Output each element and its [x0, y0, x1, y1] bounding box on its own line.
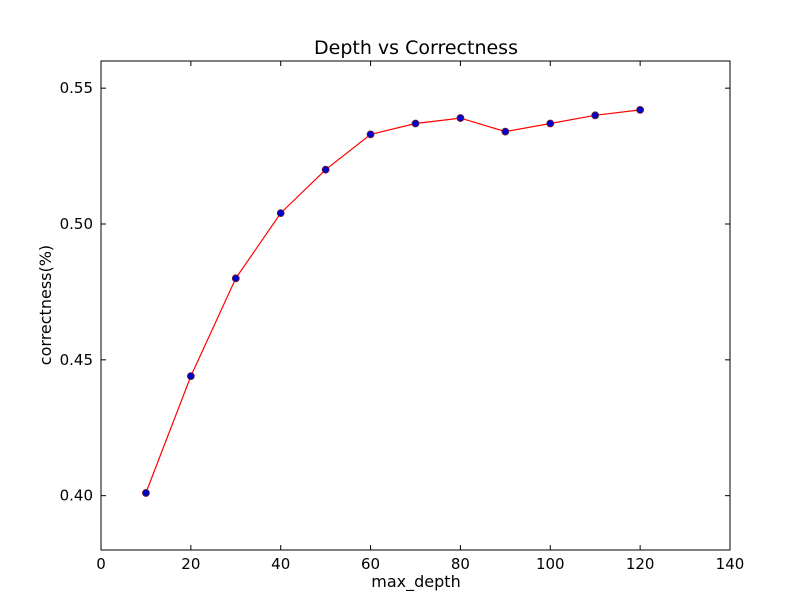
x-tick-label: 100 [536, 555, 565, 573]
chart-title: Depth vs Correctness [314, 37, 518, 59]
plot-frame [100, 60, 731, 551]
data-point [591, 111, 600, 120]
y-tick-label: 0.40 [60, 487, 93, 505]
x-tick-label: 40 [271, 555, 290, 573]
y-tick-label: 0.45 [60, 351, 93, 369]
x-tick-label: 20 [181, 555, 200, 573]
data-point [636, 106, 645, 114]
data-point [321, 165, 330, 174]
data-point [501, 127, 510, 136]
series-line [145, 109, 641, 494]
x-tick-label: 60 [361, 555, 380, 573]
x-tick-label: 0 [96, 555, 106, 573]
y-tick-label: 0.55 [60, 79, 93, 97]
data-point [231, 274, 240, 283]
x-tick-label: 120 [626, 555, 655, 573]
y-axis-label: correctness(%) [36, 245, 55, 365]
data-point [456, 114, 465, 122]
y-tick-label: 0.50 [60, 215, 93, 233]
data-point [142, 489, 150, 497]
x-tick-label: 80 [451, 555, 470, 573]
data-point [366, 130, 375, 139]
data-point [411, 119, 420, 128]
plot-layer: 0 20 40 60 80 100 120 140 0.40 0.45 0.50 0.55 [60, 60, 745, 573]
data-point [186, 372, 195, 381]
x-axis-label: max_depth [371, 572, 460, 592]
x-tick-label: 140 [716, 555, 745, 573]
data-point [546, 119, 555, 128]
data-point [276, 209, 285, 218]
